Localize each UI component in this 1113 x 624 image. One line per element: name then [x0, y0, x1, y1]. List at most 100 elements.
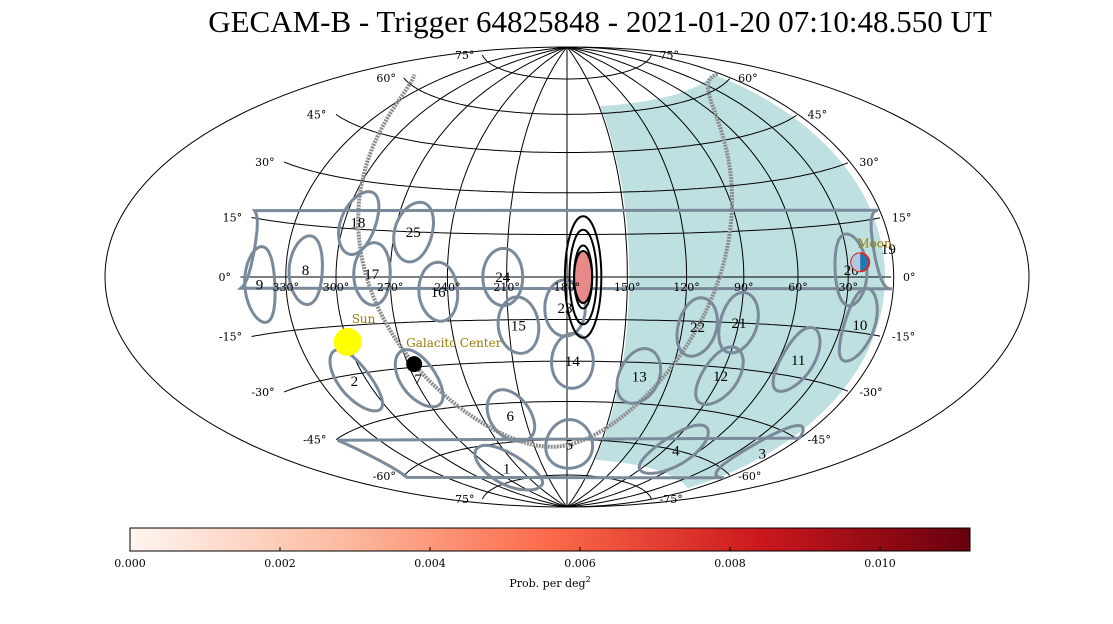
ra-tick-label: 30° [838, 281, 858, 294]
meridian-line [446, 47, 568, 507]
detector-label: 1 [503, 462, 511, 478]
detector-circle [694, 345, 745, 407]
galactic-center-label: Galacitc Center [406, 336, 502, 350]
meridian-line [566, 47, 849, 507]
dec-tick-label-left: -15° [219, 330, 242, 343]
probability-peak [573, 250, 594, 304]
detector-label: 4 [672, 443, 680, 459]
detector-label: 19 [881, 242, 896, 258]
colorbar-tick-label: 0.000 [114, 557, 146, 570]
ra-tick-label: 300° [323, 281, 350, 294]
dec-tick-label-right: -45° [808, 433, 831, 446]
detector-circle [615, 346, 663, 405]
colorbar-tick-label: 0.004 [414, 557, 446, 570]
detector-label: 10 [852, 318, 867, 334]
detector-label: 25 [406, 225, 421, 241]
dec-tick-label-left: 30° [255, 156, 275, 169]
detector-label: 15 [511, 318, 526, 334]
dec-tick-label-left: -30° [251, 386, 274, 399]
ra-tick-label: 120° [673, 281, 700, 294]
dec-tick-label-right: -75° [660, 493, 683, 506]
moon-label: Moon [857, 236, 892, 250]
detector-label: 7 [414, 372, 422, 388]
sun-marker [333, 327, 362, 356]
sun-label: Sun [352, 312, 376, 326]
map-body [236, 47, 895, 507]
ra-tick-label: 270° [377, 281, 404, 294]
colorbar-tick-label: 0.008 [714, 557, 746, 570]
detector-label: 14 [565, 354, 581, 370]
dec-tick-label-right: 30° [859, 156, 879, 169]
detector-label: 22 [690, 320, 705, 336]
detector-label: 6 [507, 409, 515, 425]
ra-tick-label: 150° [614, 281, 641, 294]
detector-label: 3 [758, 447, 766, 463]
dec-tick-label-right: 60° [738, 72, 758, 85]
moon-phase [851, 253, 861, 272]
colorbar-label: Prob. per deg2 [509, 575, 590, 590]
meridian-line [566, 47, 688, 507]
plot-title: GECAM-B - Trigger 64825848 - 2021-01-20 … [208, 4, 992, 39]
meridian-line [566, 47, 745, 507]
detector-label: 17 [364, 267, 380, 283]
detector-circle [837, 286, 879, 363]
detector-circle [336, 423, 805, 480]
dec-tick-label-left: 0° [219, 271, 232, 284]
detector-label: 2 [351, 374, 359, 390]
sky-boundary [104, 46, 1030, 508]
galactic-center-marker [406, 356, 423, 373]
detector-label: 21 [731, 316, 746, 332]
meridian-line [335, 47, 568, 507]
meridian-line [285, 47, 568, 507]
ra-tick-label: 90° [734, 281, 754, 294]
detector-circle [337, 190, 381, 257]
detector-circle [496, 295, 541, 355]
credible-contour [568, 228, 598, 326]
detector-label: 23 [558, 301, 573, 317]
dec-tick-label-left: 75° [455, 49, 475, 62]
dec-tick-label-left: 15° [223, 212, 243, 225]
detector-label: 12 [713, 369, 728, 385]
detector-circle [287, 234, 324, 307]
dec-tick-label-right: -30° [859, 386, 882, 399]
dec-tick-label-right: 45° [808, 109, 828, 122]
detector-circle [637, 423, 710, 475]
detector-label: 5 [565, 438, 573, 454]
dec-tick-label-left: -75° [451, 493, 474, 506]
colorbar-tick-label: 0.002 [264, 557, 296, 570]
detector-label: 13 [632, 369, 647, 385]
detector-circle [481, 246, 525, 308]
dec-tick-label-left: -45° [303, 433, 326, 446]
ra-tick-label: 60° [788, 281, 808, 294]
colorbar [129, 527, 971, 552]
detector-label: 9 [256, 278, 264, 294]
detector-circle [675, 296, 719, 358]
detector-circle [392, 200, 436, 264]
detector-label: 24 [495, 270, 511, 286]
meridian-line [566, 47, 895, 507]
dec-tick-label-right: 0° [903, 271, 916, 284]
ra-tick-label: 210° [493, 281, 520, 294]
ra-tick-label: 240° [434, 281, 461, 294]
detector-circle [328, 348, 385, 413]
earth-occultation-region [595, 74, 885, 489]
ra-tick-label: 330° [273, 281, 300, 294]
detector-label: 8 [302, 263, 310, 279]
detector-label: 16 [431, 285, 447, 301]
dec-tick-label-right: 75° [660, 49, 680, 62]
dec-tick-label-right: 15° [892, 212, 912, 225]
ra-tick-label: 180° [554, 281, 581, 294]
dec-tick-label-left: -60° [373, 470, 396, 483]
dec-tick-label-left: 60° [376, 72, 396, 85]
detector-circle [236, 208, 892, 291]
detector-circle [544, 418, 595, 470]
detector-circle [485, 388, 537, 443]
detector-circle [473, 443, 545, 492]
galactic-plane [356, 73, 417, 366]
meridian-line [566, 47, 628, 507]
dec-tick-label-right: -60° [738, 470, 761, 483]
credible-contour [563, 215, 603, 339]
detector-circle [717, 290, 760, 355]
detector-label: 18 [350, 216, 365, 232]
